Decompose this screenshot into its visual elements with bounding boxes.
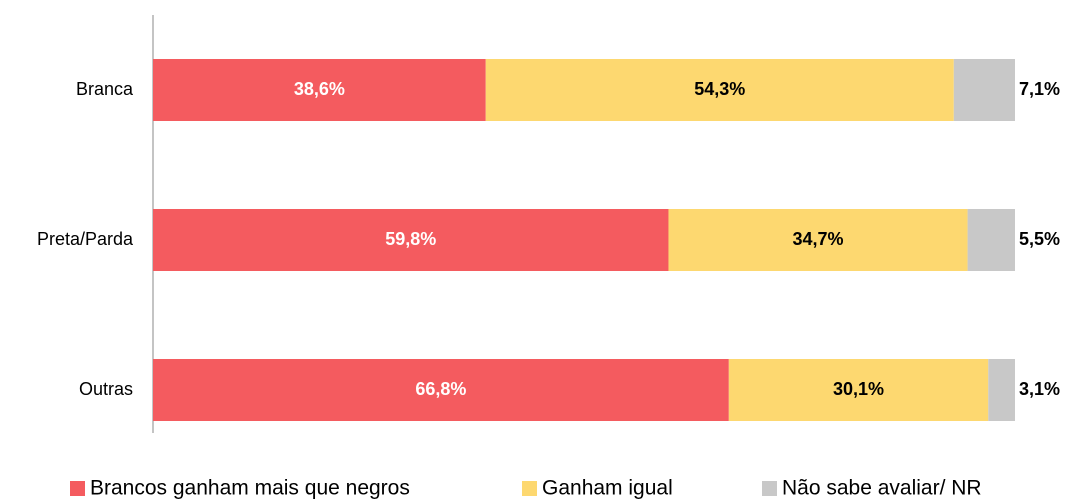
bar-segment [485,59,954,121]
data-label: 3,1% [1019,379,1060,399]
legend-label: Não sabe avaliar/ NR [782,477,982,500]
legend-swatch [522,481,537,496]
data-label: 34,7% [793,229,844,249]
legend-label: Brancos ganham mais que negros [90,477,410,500]
bar-segment [668,209,968,271]
legend-swatch [70,481,85,496]
bar-segment [728,359,989,421]
data-label: 30,1% [833,379,884,399]
bar-segment [153,359,729,421]
data-label: 7,1% [1019,79,1060,99]
y-tick-label: Preta/Parda [37,229,134,249]
data-label: 54,3% [694,79,745,99]
legend-label: Ganham igual [542,477,673,500]
bar-segment [953,59,1015,121]
data-label: 38,6% [294,79,345,99]
y-tick-label: Branca [76,79,134,99]
data-label: 59,8% [385,229,436,249]
data-label: 5,5% [1019,229,1060,249]
bar-segment [153,209,669,271]
data-label: 66,8% [415,379,466,399]
legend-swatch [762,481,777,496]
bar-segment [988,359,1015,421]
bar-segment [153,59,486,121]
y-tick-label: Outras [79,379,133,399]
bar-segment [967,209,1015,271]
